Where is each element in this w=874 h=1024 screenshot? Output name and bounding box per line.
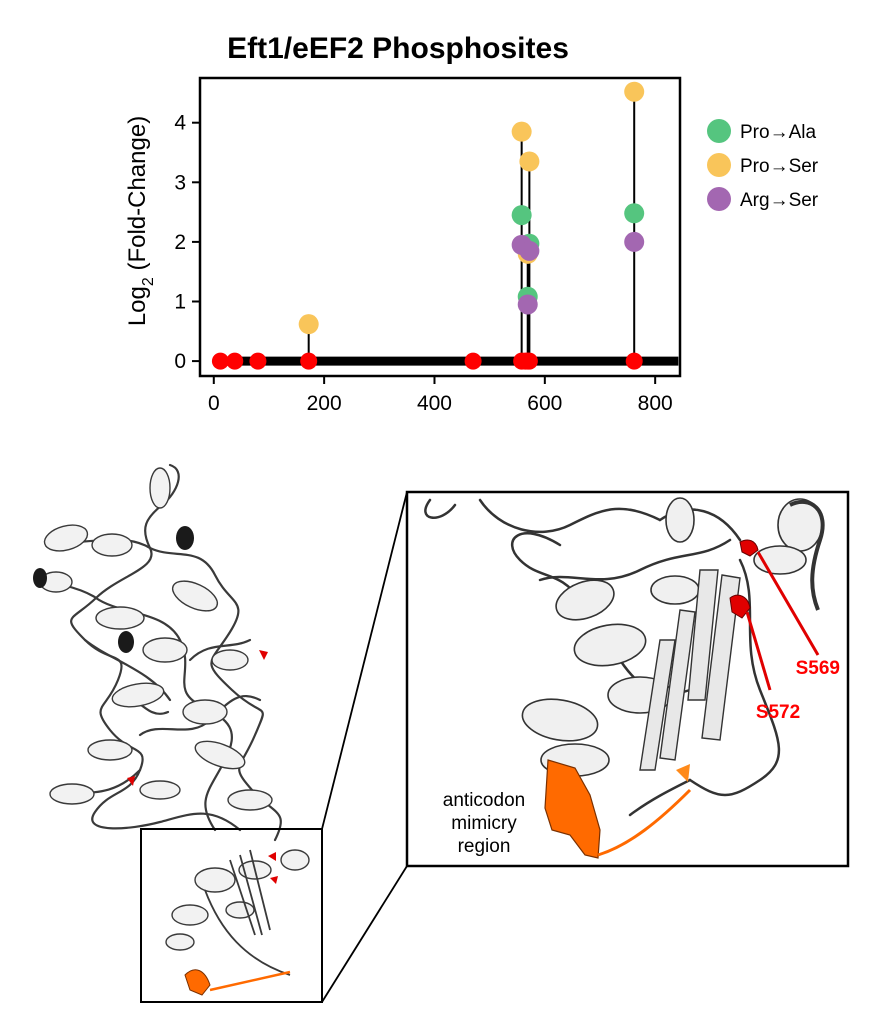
y-tick-label: 2	[174, 231, 186, 254]
x-tick-label: 600	[527, 392, 562, 415]
inset-site-s569	[739, 539, 759, 557]
zoom-connector-top	[321, 491, 408, 830]
structure-helices	[39, 467, 310, 951]
data-point-series-2	[517, 294, 538, 315]
site-mark-s572	[268, 852, 276, 861]
zoom-connector-bottom	[321, 865, 408, 1003]
data-point-series-1	[624, 81, 645, 102]
site-mark-s569	[270, 876, 278, 884]
lollipop-chart: Eft1/eEF2 Phosphosites Log2 (Fold-Change…	[124, 32, 819, 415]
y-tick-label: 0	[174, 350, 186, 373]
anticodon-region-mark	[184, 969, 211, 996]
structure-dark-helices	[33, 526, 194, 653]
annotation-line-1: anticodon	[443, 790, 525, 811]
plot-area: 0 1 2 3 4 0 200 400 600 800	[174, 76, 682, 415]
legend-swatch-2	[707, 187, 731, 211]
y-tick-label: 4	[174, 112, 186, 135]
data-point-series-1	[298, 314, 319, 335]
legend-label-1: Pro→Ser	[740, 156, 819, 177]
label-s572: S572	[756, 702, 800, 723]
zoom-box	[140, 828, 323, 1003]
zoom-inset: S569 S572 anticodon mimicry region	[405, 490, 850, 868]
inset-anticodon-loop	[597, 788, 692, 857]
data-point-series-1	[519, 151, 540, 172]
site-mark	[259, 650, 268, 660]
legend-label-2: Arg→Ser	[740, 190, 819, 211]
phosphosite-marker	[211, 352, 229, 370]
y-axis-label-subscript: 2	[140, 277, 157, 286]
data-point-series-1	[511, 121, 532, 142]
x-tick-label: 800	[638, 392, 673, 415]
inset-helix-edge	[789, 499, 825, 611]
phosphosite-marker	[520, 352, 538, 370]
plot-frame	[198, 76, 682, 378]
data-point-series-2	[624, 231, 645, 252]
callout-line-s569	[756, 551, 820, 656]
phosphosite-marker	[464, 352, 482, 370]
data-point-series-0	[511, 205, 532, 226]
inset-sheet	[639, 569, 741, 771]
x-tick-label: 0	[208, 392, 220, 415]
x-tick-label: 200	[307, 392, 342, 415]
phosphosite-marker	[300, 352, 318, 370]
protein-structure-figure: S569 S572 anticodon mimicry region	[33, 463, 850, 1003]
callout-line-s572	[745, 611, 772, 691]
legend-label-0: Pro→Ala	[740, 122, 816, 143]
legend: Pro→Ala Pro→Ser Arg→Ser	[707, 119, 819, 211]
label-s569: S569	[796, 658, 840, 679]
annotation-line-2: mimicry	[451, 813, 517, 834]
data-point-series-0	[624, 203, 645, 224]
inset-site-s572	[729, 594, 751, 619]
y-axis-label-main: Log	[124, 286, 151, 326]
legend-swatch-1	[707, 153, 731, 177]
phosphosite-marker	[226, 352, 244, 370]
legend-swatch-0	[707, 119, 731, 143]
structure-sheet	[204, 849, 291, 976]
chart-title: Eft1/eEF2 Phosphosites	[227, 32, 569, 65]
annotation-line-3: region	[458, 836, 511, 857]
full-structure-cartoon	[33, 463, 310, 996]
inset-anticodon-region	[544, 759, 601, 859]
y-axis-label-rest: (Fold-Change)	[124, 116, 151, 277]
inset-content	[424, 497, 825, 859]
y-tick-label: 1	[174, 291, 186, 314]
data-point-series-2	[519, 240, 540, 261]
y-tick-label: 3	[174, 171, 186, 194]
phosphosite-marker	[625, 352, 643, 370]
phosphosite-marker	[249, 352, 267, 370]
site-mark	[127, 776, 135, 786]
x-tick-label: 400	[417, 392, 452, 415]
inset-anticodon-tip	[676, 764, 690, 782]
y-axis-label: Log2 (Fold-Change)	[124, 116, 157, 326]
anticodon-loop-mark	[209, 970, 291, 992]
